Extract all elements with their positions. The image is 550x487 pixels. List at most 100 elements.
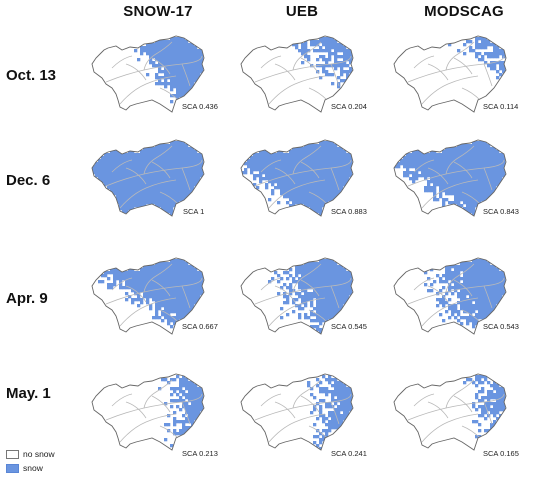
snow-cell xyxy=(262,150,266,154)
snow-cell xyxy=(343,183,347,187)
snow-cell xyxy=(499,153,503,157)
snow-cell xyxy=(155,147,159,151)
snow-cell xyxy=(134,274,138,278)
snow-cell xyxy=(182,40,186,44)
watershed-outline xyxy=(91,373,205,451)
snow-cell xyxy=(170,292,174,296)
snow-cell xyxy=(173,70,177,74)
snow-cell xyxy=(403,159,407,163)
snow-cell xyxy=(176,73,180,77)
snow-cell xyxy=(322,144,326,148)
snow-cell xyxy=(140,159,144,163)
snow-cell xyxy=(457,180,461,184)
snow-cell xyxy=(113,274,117,278)
snow-cell xyxy=(283,153,287,157)
snow-cell xyxy=(334,310,338,314)
snow-cell xyxy=(298,153,302,157)
snow-cell xyxy=(176,283,180,287)
snow-cell xyxy=(496,268,500,272)
snow-cell xyxy=(466,165,470,169)
snow-cell xyxy=(188,189,192,193)
snow-cell xyxy=(349,70,353,74)
snow-cell xyxy=(466,265,470,269)
snow-cell xyxy=(167,58,171,62)
snow-cell xyxy=(445,153,449,157)
snow-cell xyxy=(472,265,476,269)
snow-cell xyxy=(325,295,329,299)
snow-cell xyxy=(301,156,305,160)
snow-cell xyxy=(481,381,485,385)
snow-cell xyxy=(301,295,305,299)
snow-cell xyxy=(427,162,431,166)
snow-cell xyxy=(319,162,323,166)
snow-cell xyxy=(490,408,494,412)
snow-cell xyxy=(113,171,117,175)
snow-cell xyxy=(346,55,350,59)
snow-cell xyxy=(328,295,332,299)
snow-cell xyxy=(457,283,461,287)
snow-cell xyxy=(466,40,470,44)
stream-line xyxy=(330,285,340,309)
snow-cell xyxy=(146,147,150,151)
snow-cell xyxy=(113,177,117,181)
snow-cell xyxy=(179,162,183,166)
snow-cell xyxy=(424,168,428,172)
snow-cell xyxy=(292,43,296,47)
snow-cell xyxy=(185,280,189,284)
snow-cell xyxy=(481,396,485,400)
snow-cell xyxy=(301,147,305,151)
snow-cell xyxy=(475,289,479,293)
stream-line xyxy=(461,191,481,205)
snow-cell xyxy=(137,183,141,187)
snow-cell xyxy=(475,274,479,278)
snow-cell xyxy=(337,168,341,172)
snow-cell xyxy=(170,88,174,92)
snow-cell xyxy=(179,58,183,62)
snow-cell xyxy=(173,304,177,308)
snow-cell xyxy=(170,298,174,302)
snow-cell xyxy=(325,43,329,47)
snow-cell xyxy=(316,177,320,181)
snow-cell xyxy=(472,213,476,216)
snow-cell xyxy=(170,73,174,77)
snow-cell xyxy=(325,46,329,50)
snow-cell xyxy=(286,156,290,160)
snow-cell xyxy=(484,43,488,47)
snow-cell xyxy=(490,186,494,190)
snow-cell xyxy=(298,286,302,290)
snow-cell xyxy=(125,195,129,199)
snow-cell xyxy=(295,180,299,184)
snow-cell xyxy=(280,162,284,166)
snow-cell xyxy=(301,49,305,53)
snow-cell xyxy=(475,168,479,172)
snow-cell xyxy=(424,174,428,178)
snow-cell xyxy=(173,76,177,80)
snow-cell xyxy=(307,316,311,320)
snow-cell xyxy=(265,174,269,178)
snow-cell xyxy=(451,150,455,154)
snow-cell xyxy=(406,162,410,166)
snow-cell xyxy=(155,286,159,290)
snow-cell xyxy=(490,64,494,68)
snow-cell xyxy=(496,399,500,403)
snow-cell xyxy=(436,153,440,157)
snow-cell xyxy=(466,280,470,284)
snow-cell xyxy=(101,159,105,163)
snow-cell xyxy=(481,375,485,379)
snow-cell xyxy=(158,295,162,299)
snow-cell xyxy=(179,61,183,65)
snow-cell xyxy=(179,432,183,436)
snow-cell xyxy=(319,319,323,323)
snow-cell xyxy=(194,402,198,406)
snow-cell xyxy=(442,156,446,160)
snow-cell xyxy=(140,286,144,290)
snow-cell xyxy=(493,150,497,154)
snow-cell xyxy=(460,277,464,281)
legend-label-no-snow: no snow xyxy=(23,449,55,459)
snow-cell xyxy=(131,165,135,169)
snow-cell xyxy=(451,277,455,281)
snow-cell xyxy=(134,177,138,181)
snow-cell xyxy=(140,283,144,287)
snow-cell xyxy=(466,301,470,305)
snow-cell xyxy=(307,192,311,196)
